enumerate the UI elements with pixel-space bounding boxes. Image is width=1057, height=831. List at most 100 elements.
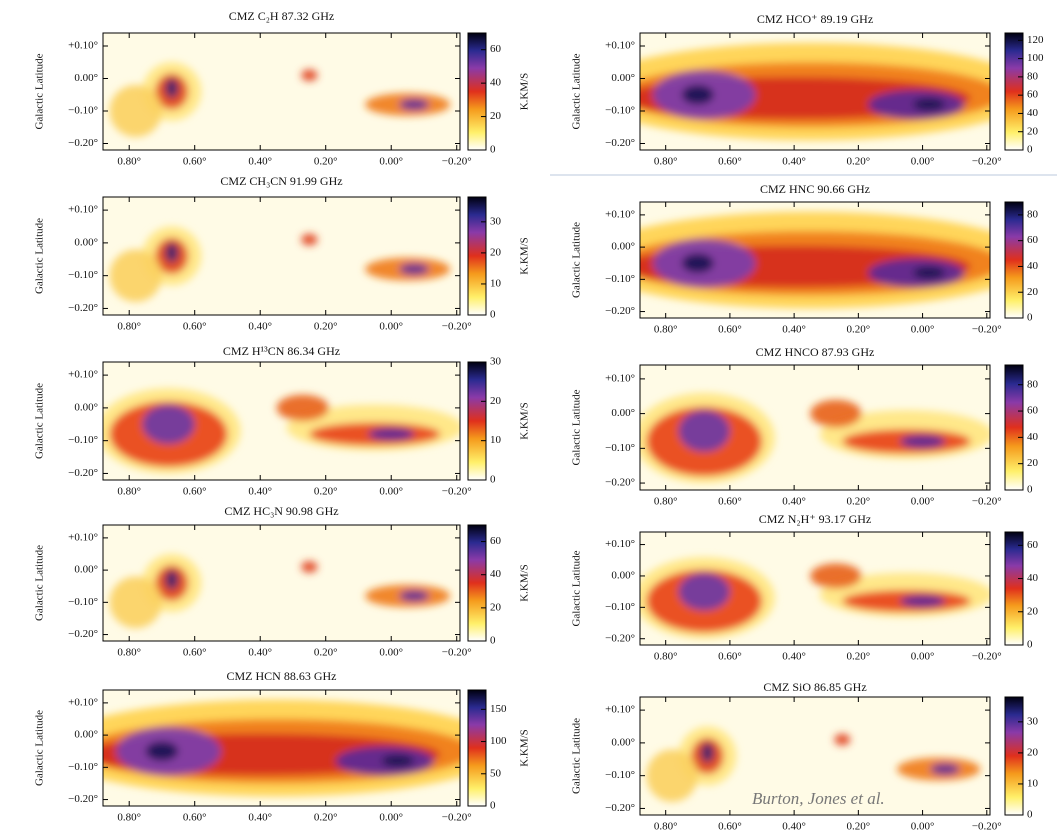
- colorbar-tick-label: 0: [490, 635, 496, 647]
- x-tick-label: −0.20°: [442, 812, 472, 824]
- x-tick-label: 0.60°: [718, 821, 742, 831]
- emission: [165, 78, 179, 98]
- x-tick-label: 0.40°: [248, 156, 272, 168]
- y-axis-label: Galactic Latitude: [34, 53, 46, 129]
- y-tick-label: 0.00°: [74, 729, 98, 741]
- colorbar-tick-label: 0: [1027, 484, 1033, 496]
- emission: [678, 410, 730, 452]
- emission: [399, 263, 429, 275]
- x-tick-label: 0.40°: [782, 651, 806, 663]
- y-tick-label: 0.00°: [74, 72, 98, 84]
- map-frame: [639, 531, 991, 646]
- colorbar-tick-label: 40: [1027, 107, 1039, 119]
- colorbar-tick-label: 40: [490, 77, 502, 89]
- y-tick-label: −0.10°: [605, 601, 635, 613]
- x-tick-label: −0.20°: [972, 324, 1002, 336]
- emission-map: [646, 726, 981, 802]
- colorbar-tick-label: 20: [490, 110, 502, 122]
- emission: [109, 85, 162, 137]
- emission: [301, 233, 318, 246]
- colorbar: [467, 689, 487, 807]
- map-frame: [639, 201, 991, 319]
- x-tick-label: 0.60°: [718, 156, 742, 168]
- x-tick-label: 0.60°: [183, 812, 207, 824]
- y-tick-label: +0.10°: [68, 369, 98, 381]
- x-tick-label: 0.40°: [782, 821, 806, 831]
- x-tick-label: 0.80°: [117, 321, 141, 333]
- y-tick-label: +0.10°: [605, 40, 635, 52]
- colorbar-tick-label: 0: [1027, 809, 1033, 821]
- emission: [381, 754, 415, 768]
- panel-title: CMZ HCN 88.63 GHz: [227, 669, 337, 683]
- colorbar-tick-label: 80: [1027, 70, 1039, 82]
- colorbar-tick-label: 10: [490, 434, 502, 446]
- y-tick-label: −0.20°: [605, 477, 635, 489]
- y-tick-label: +0.10°: [68, 40, 98, 52]
- y-axis-label: Galactic Latitude: [34, 545, 46, 621]
- colorbar-label: K.KM/S: [519, 729, 531, 767]
- y-tick-label: −0.10°: [68, 105, 98, 117]
- x-tick-label: 0.00°: [911, 156, 935, 168]
- emission-blobs: [640, 392, 990, 484]
- colorbar-tick-label: 30: [490, 215, 502, 227]
- y-axis-label: Galactic Latitude: [571, 222, 583, 298]
- colorbar: [467, 524, 487, 642]
- colorbar-tick-label: 60: [490, 43, 502, 55]
- map-frame: [639, 696, 991, 816]
- panel-title: CMZ CH₃CN 91.99 GHz: [220, 174, 342, 188]
- x-tick-label: −0.20°: [972, 651, 1002, 663]
- map-frame: [639, 364, 991, 491]
- emission: [681, 85, 714, 105]
- colorbar: [467, 196, 487, 316]
- x-tick-label: 0.00°: [911, 324, 935, 336]
- colorbar-tick-label: 20: [490, 601, 502, 613]
- y-tick-label: 0.00°: [74, 401, 98, 413]
- y-tick-label: −0.20°: [605, 137, 635, 149]
- emission: [912, 266, 946, 280]
- emission: [701, 742, 714, 763]
- x-tick-label: 0.40°: [248, 812, 272, 824]
- map-frame: [102, 689, 461, 807]
- x-tick-label: 0.80°: [117, 812, 141, 824]
- x-tick-label: 0.00°: [379, 321, 403, 333]
- emission-map: [640, 211, 990, 309]
- colorbar-tick-label: 10: [1027, 777, 1039, 789]
- y-tick-label: −0.10°: [68, 269, 98, 281]
- y-tick-label: −0.10°: [68, 596, 98, 608]
- x-tick-label: 0.00°: [911, 651, 935, 663]
- y-tick-label: −0.10°: [605, 769, 635, 781]
- colorbar-tick-label: 100: [490, 735, 507, 747]
- colorbar-label: K.KM/S: [519, 564, 531, 602]
- y-tick-label: +0.10°: [605, 538, 635, 550]
- x-tick-label: 0.20°: [847, 496, 871, 508]
- x-tick-label: 0.60°: [718, 651, 742, 663]
- x-tick-label: 0.20°: [847, 651, 871, 663]
- emission: [165, 242, 179, 263]
- colorbar-label: K.KM/S: [519, 237, 531, 275]
- y-tick-label: +0.10°: [605, 372, 635, 384]
- x-tick-label: −0.20°: [972, 821, 1002, 831]
- x-tick-label: 0.20°: [314, 156, 338, 168]
- emission-blobs: [640, 211, 990, 309]
- x-tick-label: 0.40°: [248, 321, 272, 333]
- emission-map: [109, 226, 451, 302]
- panel-title: CMZ H¹³CN 86.34 GHz: [223, 344, 340, 358]
- map-frame: [102, 196, 461, 316]
- colorbar-tick-label: 80: [1027, 378, 1039, 390]
- colorbar-tick-label: 60: [1027, 89, 1039, 101]
- y-tick-label: 0.00°: [74, 564, 98, 576]
- y-tick-label: +0.10°: [605, 704, 635, 716]
- emission: [165, 570, 179, 590]
- y-tick-label: −0.20°: [68, 467, 98, 479]
- x-tick-label: 0.60°: [183, 486, 207, 498]
- x-tick-label: 0.80°: [654, 496, 678, 508]
- y-tick-label: +0.10°: [605, 208, 635, 220]
- emission-blobs: [103, 699, 460, 797]
- x-tick-label: 0.40°: [782, 156, 806, 168]
- emission: [810, 399, 862, 428]
- x-tick-label: −0.20°: [442, 321, 472, 333]
- panel-title: CMZ C₂H 87.32 GHz: [229, 9, 335, 23]
- x-tick-label: 0.20°: [314, 486, 338, 498]
- emission-map: [109, 554, 451, 629]
